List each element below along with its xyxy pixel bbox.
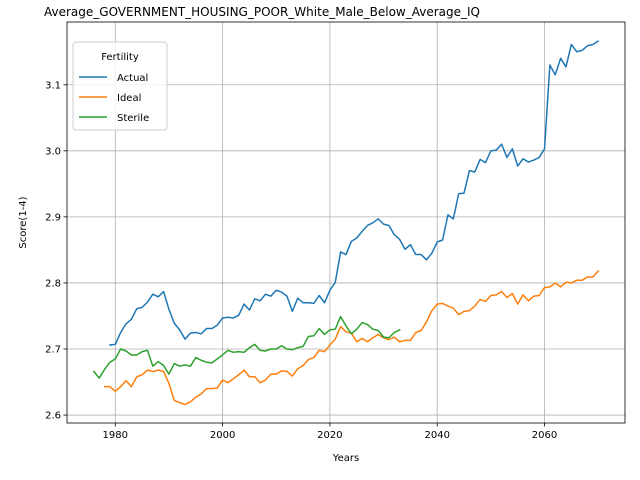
- y-tick-label: 2.7: [45, 345, 61, 356]
- x-tick-label: 2060: [532, 430, 557, 441]
- legend-label-sterile: Sterile: [117, 113, 149, 124]
- series-line-sterile: [92, 315, 401, 379]
- chart-title: Average_GOVERNMENT_HOUSING_POOR_White_Ma…: [44, 5, 480, 19]
- legend: Fertility Actual Ideal Sterile: [72, 41, 168, 131]
- y-axis-label: Score(1-4): [18, 196, 29, 248]
- legend-entries: Actual Ideal Sterile: [79, 73, 149, 124]
- y-tick-label: 3.0: [45, 146, 61, 157]
- series-line-actual: [109, 40, 600, 346]
- legend-title: Fertility: [101, 52, 139, 63]
- legend-label-ideal: Ideal: [117, 93, 141, 104]
- legend-box: [72, 41, 168, 131]
- y-tick-label: 2.6: [45, 411, 61, 422]
- y-tick-label: 2.8: [45, 278, 61, 289]
- y-tick-label: 2.9: [45, 212, 61, 223]
- series-lines: [92, 40, 600, 406]
- x-tick-label: 1980: [103, 430, 128, 441]
- x-axis-label: Years: [332, 453, 359, 464]
- x-tick-label: 2020: [317, 430, 342, 441]
- y-tick-label: 3.1: [45, 80, 61, 91]
- legend-label-actual: Actual: [117, 73, 148, 84]
- plot-frame: [66, 21, 626, 424]
- axis-ticks: 1980 2000 2020 2040 2060 2.6 2.7 2.8 2.9 3.0 3.1: [45, 80, 557, 441]
- x-tick-label: 2000: [210, 430, 235, 441]
- x-tick-label: 2040: [424, 430, 449, 441]
- series-line-ideal: [103, 270, 600, 406]
